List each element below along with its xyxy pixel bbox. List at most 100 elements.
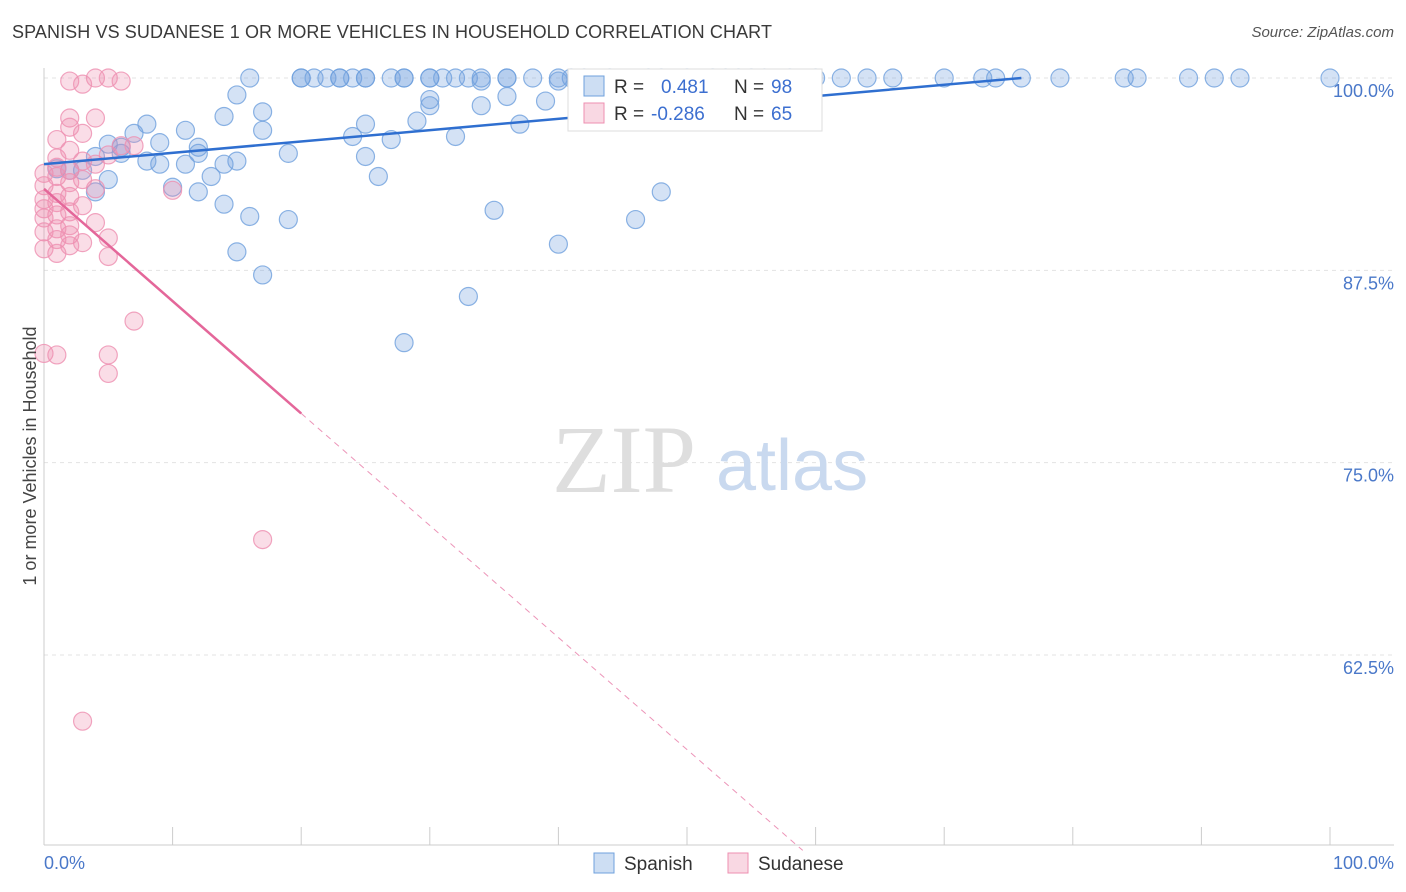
r-label-sudanese: R = xyxy=(614,104,644,125)
point-spanish-68 xyxy=(175,120,196,140)
point-spanish-21 xyxy=(523,68,543,88)
point-sudanese-48 xyxy=(98,345,118,365)
point-spanish-49 xyxy=(1320,68,1340,88)
point-spanish-38 xyxy=(883,68,903,88)
point-sudanese-21 xyxy=(60,173,80,193)
chart-source: Source: ZipAtlas.com xyxy=(1251,24,1394,41)
point-spanish-87 xyxy=(214,154,234,174)
stats-legend: R = 0.481 N = 98 R = -0.286 N = 65 xyxy=(567,68,823,132)
point-spanish-66 xyxy=(510,114,530,134)
point-spanish-101 xyxy=(278,209,298,230)
y-tick-label-2: 75.0% xyxy=(1343,466,1394,486)
n-label-sudanese: N = xyxy=(734,104,764,125)
y-tick-label-1: 87.5% xyxy=(1343,273,1394,293)
point-spanish-99 xyxy=(484,200,504,220)
point-spanish-74 xyxy=(150,133,170,153)
point-spanish-12 xyxy=(394,68,414,88)
point-spanish-63 xyxy=(214,106,234,127)
axes xyxy=(43,68,1394,846)
point-sudanese-50 xyxy=(47,345,67,365)
point-spanish-96 xyxy=(188,182,208,202)
point-spanish-56 xyxy=(227,85,247,105)
point-sudanese-4 xyxy=(72,74,93,94)
point-spanish-51 xyxy=(548,71,569,91)
point-spanish-102 xyxy=(625,209,646,230)
r-value-sudanese: -0.286 xyxy=(651,104,705,125)
point-spanish-20 xyxy=(497,68,517,88)
point-spanish-36 xyxy=(831,68,851,88)
series-legend-swatch-spanish xyxy=(593,852,615,874)
series-legend-label-sudanese: Sudanese xyxy=(758,854,844,875)
point-spanish-98 xyxy=(214,194,234,214)
data-points xyxy=(34,68,1340,731)
point-spanish-104 xyxy=(227,242,247,262)
point-sudanese-47 xyxy=(124,311,144,331)
trend-line-spanish xyxy=(43,76,1022,166)
point-spanish-37 xyxy=(857,68,877,88)
trend-lines xyxy=(43,76,1022,851)
point-spanish-43 xyxy=(1050,68,1070,88)
point-sudanese-41 xyxy=(34,239,54,259)
point-spanish-103 xyxy=(548,234,569,254)
n-value-spanish: 98 xyxy=(771,77,792,98)
y-tick-labels: 100.0% 87.5% 75.0% 62.5% xyxy=(1333,81,1394,678)
point-spanish-39 xyxy=(934,68,954,88)
point-spanish-48 xyxy=(1230,68,1250,88)
point-sudanese-44 xyxy=(98,246,118,267)
point-spanish-62 xyxy=(253,102,273,122)
point-spanish-84 xyxy=(355,146,376,167)
point-sudanese-2 xyxy=(111,71,131,91)
watermark-atlas: atlas xyxy=(716,426,868,506)
point-spanish-100 xyxy=(240,206,260,227)
y-tick-label-3: 62.5% xyxy=(1343,658,1394,678)
n-label-spanish: N = xyxy=(734,77,764,98)
x-tick-min: 0.0% xyxy=(44,853,85,873)
r-label-spanish: R = xyxy=(614,77,644,98)
point-spanish-50 xyxy=(471,71,491,91)
y-tick-label-0: 100.0% xyxy=(1333,81,1394,101)
watermark-zip: ZIP xyxy=(552,406,696,513)
point-spanish-67 xyxy=(137,114,157,134)
point-spanish-41 xyxy=(986,68,1006,88)
point-spanish-91 xyxy=(201,166,221,187)
point-spanish-78 xyxy=(188,143,208,163)
y-axis-label: 1 or more Vehicles in Household xyxy=(20,326,40,585)
point-spanish-59 xyxy=(471,96,491,116)
trend-line-sudanese xyxy=(43,187,303,415)
point-sudanese-32 xyxy=(34,208,54,228)
x-tick-max: 100.0% xyxy=(1333,853,1394,873)
point-spanish-80 xyxy=(278,143,298,163)
point-spanish-58 xyxy=(420,96,440,116)
legend-swatch-sudanese xyxy=(583,102,605,124)
point-spanish-45 xyxy=(1127,68,1147,88)
chart-title: SPANISH VS SUDANESE 1 OR MORE VEHICLES I… xyxy=(12,22,773,42)
point-spanish-47 xyxy=(1204,68,1224,88)
point-sudanese-52 xyxy=(253,529,273,550)
legend-swatch-spanish xyxy=(583,75,605,97)
point-spanish-85 xyxy=(150,154,170,174)
series-legend-swatch-sudanese xyxy=(727,852,749,874)
point-spanish-105 xyxy=(253,265,273,285)
point-spanish-92 xyxy=(368,166,388,187)
point-spanish-97 xyxy=(651,182,671,202)
point-sudanese-51 xyxy=(98,363,118,384)
point-sudanese-33 xyxy=(85,213,106,233)
point-spanish-72 xyxy=(445,126,466,147)
point-spanish-57 xyxy=(420,89,440,110)
point-sudanese-46 xyxy=(124,136,144,156)
point-sudanese-53 xyxy=(72,711,93,731)
point-spanish-65 xyxy=(355,114,376,134)
point-spanish-64 xyxy=(407,111,427,131)
point-spanish-86 xyxy=(175,154,196,174)
point-sudanese-42 xyxy=(47,243,67,264)
series-legend: Spanish Sudanese xyxy=(593,852,844,875)
point-spanish-60 xyxy=(497,86,517,107)
watermark: ZIP atlas xyxy=(552,406,868,513)
point-spanish-69 xyxy=(253,120,273,140)
point-sudanese-23 xyxy=(85,179,106,199)
point-spanish-106 xyxy=(458,286,478,307)
point-sudanese-8 xyxy=(72,123,93,143)
trend-line-sudanese-extension xyxy=(300,413,804,851)
point-sudanese-6 xyxy=(85,108,106,128)
